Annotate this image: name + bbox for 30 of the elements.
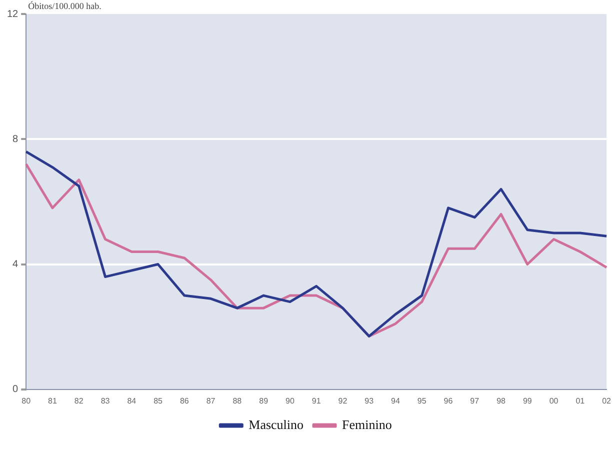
x-tick-label: 89: [259, 396, 269, 406]
x-tick-label: 92: [338, 396, 348, 406]
y-tick-label: 0: [12, 384, 19, 396]
legend-label: Masculino: [248, 416, 304, 432]
x-tick-label: 81: [48, 396, 58, 406]
y-tick-label: 4: [12, 259, 19, 270]
x-tick-label: 91: [312, 396, 322, 406]
x-tick-label: 93: [364, 396, 374, 406]
x-tick-label: 84: [127, 396, 137, 406]
x-tick-label: 96: [444, 396, 454, 406]
legend-label: Feminino: [342, 416, 392, 432]
x-tick-label: 01: [576, 396, 586, 406]
x-tick-label: 90: [286, 396, 295, 406]
x-tick-label: 98: [496, 396, 506, 406]
y-tick-label: 8: [12, 134, 19, 145]
x-tick-label: 97: [470, 396, 480, 406]
x-tick-label: 82: [74, 396, 84, 406]
x-tick-label: 94: [391, 396, 400, 406]
y-tick-label: 12: [7, 8, 19, 20]
x-tick-label: 88: [232, 396, 242, 406]
x-tick-label: 86: [180, 396, 190, 406]
x-tick-label: 87: [206, 396, 216, 406]
x-tick-label: 99: [522, 396, 532, 406]
x-tick-label: 95: [417, 396, 427, 406]
x-tick-label: 85: [154, 396, 164, 406]
x-tick-label: 00: [549, 396, 559, 406]
x-tick-label: 83: [100, 396, 110, 406]
x-tick-label: 80: [22, 396, 32, 406]
y-axis-title: Óbitos/100.000 hab.: [28, 0, 102, 11]
x-tick-label: 02: [602, 396, 612, 406]
